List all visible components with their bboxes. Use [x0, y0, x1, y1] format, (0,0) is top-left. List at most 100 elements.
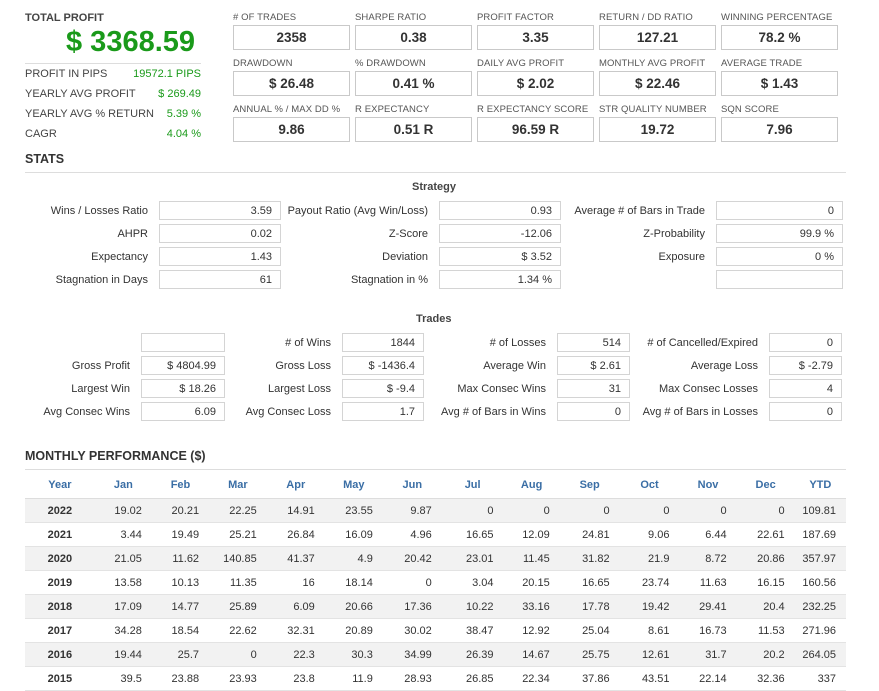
stat-label: Exposure — [658, 251, 705, 263]
metric-value: 9.86 — [233, 117, 350, 142]
month-value-cell: 4.96 — [382, 522, 442, 547]
metric-value: $ 2.02 — [477, 71, 594, 96]
month-value-cell: 11.53 — [736, 618, 795, 643]
month-value-cell: 6.44 — [679, 522, 737, 547]
stat-value: 1.34 % — [439, 270, 561, 289]
stats-divider — [25, 172, 846, 173]
stat-value: 99.9 % — [716, 224, 843, 243]
summary-value: 19572.1 PIPS — [133, 68, 201, 80]
month-value-cell: 25.89 — [209, 594, 267, 619]
month-value-cell: 20.89 — [324, 618, 383, 643]
stat-value: 0.93 — [439, 201, 561, 220]
stat-value — [716, 270, 843, 289]
month-value-cell: 18.14 — [324, 570, 383, 595]
metric-12: R EXPECTANCY SCORE 96.59 R — [477, 104, 594, 142]
column-header-may: May — [324, 471, 383, 499]
month-value-cell: 17.36 — [382, 594, 442, 619]
summary-label: CAGR — [25, 128, 57, 140]
month-value-cell: 14.91 — [266, 498, 325, 523]
stat-label: # of Losses — [489, 337, 546, 349]
month-value-cell: 264.05 — [794, 642, 846, 667]
month-value-cell: 20.42 — [382, 546, 442, 571]
month-value-cell: 30.02 — [382, 618, 442, 643]
metric-7: DAILY AVG PROFIT $ 2.02 — [477, 58, 594, 96]
metric-value: 19.72 — [599, 117, 716, 142]
stat-label: Stagnation in Days — [55, 274, 148, 286]
stat-label: Average # of Bars in Trade — [574, 205, 705, 217]
stat-label: Avg Consec Wins — [43, 406, 130, 418]
month-value-cell: 17.78 — [559, 594, 620, 619]
stat-label: Average Loss — [690, 360, 758, 372]
month-value-cell: 28.93 — [382, 666, 442, 691]
metric-14: SQN SCORE 7.96 — [721, 104, 838, 142]
column-header-dec: Dec — [736, 471, 795, 499]
month-value-cell: 8.61 — [619, 618, 680, 643]
month-value-cell: 21.9 — [619, 546, 680, 571]
year-cell: 2020 — [25, 546, 95, 571]
year-cell: 2015 — [25, 666, 95, 691]
summary-row-yearly-avg-return: YEARLY AVG % RETURN 5.39 % — [25, 104, 201, 124]
strategy-title: Strategy — [412, 181, 457, 193]
metric-label: R EXPECTANCY SCORE — [477, 104, 589, 115]
stat-value: 6.09 — [141, 402, 225, 421]
month-value-cell: 20.21 — [151, 498, 210, 523]
table-row: 2020 21.05 11.62 140.85 41.37 4.9 20.42 23.01 11… — [25, 546, 846, 571]
month-value-cell: 0 — [559, 498, 620, 523]
stat-value: 0 % — [716, 247, 843, 266]
month-value-cell: 32.31 — [266, 618, 325, 643]
metric-label: # OF TRADES — [233, 12, 297, 23]
summary-value: 5.39 % — [166, 108, 201, 120]
year-cell: 2019 — [25, 570, 95, 595]
stats-heading: STATS — [25, 152, 65, 166]
month-value-cell: 10.22 — [441, 594, 504, 619]
month-value-cell: 12.92 — [503, 618, 560, 643]
metric-6: % DRAWDOWN 0.41 % — [355, 58, 472, 96]
column-header-year: Year — [25, 471, 95, 499]
total-profit-label: TOTAL PROFIT — [25, 12, 104, 24]
table-row: 2022 19.02 20.21 22.25 14.91 23.55 9.87 0 0 0 0 0 0 1… — [25, 498, 846, 523]
stat-value: 0 — [769, 333, 842, 352]
stat-value: 1.43 — [159, 247, 281, 266]
monthly-table: Year Jan Feb Mar Apr May Jun Jul Aug Sep Oct Nov Dec… — [25, 471, 846, 691]
month-value-cell: 12.09 — [503, 522, 560, 547]
total-profit-value: $ 3368.59 — [66, 26, 196, 58]
stat-value: 0 — [557, 402, 630, 421]
year-cell: 2022 — [25, 498, 95, 523]
year-cell: 2021 — [25, 522, 95, 547]
metric-1: SHARPE RATIO 0.38 — [355, 12, 472, 50]
month-value-cell: 160.56 — [794, 570, 846, 595]
month-value-cell: 26.84 — [266, 522, 325, 547]
month-value-cell: 37.86 — [559, 666, 620, 691]
summary-row-yearly-avg-profit: YEARLY AVG PROFIT $ 269.49 — [25, 84, 201, 104]
month-value-cell: 3.04 — [441, 570, 504, 595]
stat-value: $ 18.26 — [141, 379, 225, 398]
stat-value: $ 3.52 — [439, 247, 561, 266]
summary-label: YEARLY AVG PROFIT — [25, 88, 136, 100]
column-header-nov: Nov — [679, 471, 737, 499]
table-row: 2019 13.58 10.13 11.35 16 18.14 0 3.04 20.15 16.6… — [25, 570, 846, 595]
month-value-cell: 11.35 — [209, 570, 267, 595]
month-value-cell: 22.14 — [679, 666, 737, 691]
stat-label: Z-Probability — [643, 228, 705, 240]
year-cell: 2016 — [25, 642, 95, 667]
month-value-cell: 109.81 — [794, 498, 846, 523]
month-value-cell: 38.47 — [441, 618, 504, 643]
month-value-cell: 14.77 — [151, 594, 210, 619]
metric-label: PROFIT FACTOR — [477, 12, 554, 23]
month-value-cell: 23.74 — [619, 570, 680, 595]
stat-label: AHPR — [117, 228, 148, 240]
month-value-cell: 12.61 — [619, 642, 680, 667]
month-value-cell: 31.7 — [679, 642, 737, 667]
month-value-cell: 16.65 — [559, 570, 620, 595]
month-value-cell: 25.04 — [559, 618, 620, 643]
metric-label: ANNUAL % / MAX DD % — [233, 104, 341, 115]
month-value-cell: 20.86 — [736, 546, 795, 571]
metric-value: $ 26.48 — [233, 71, 350, 96]
metric-label: % DRAWDOWN — [355, 58, 426, 69]
summary-value: $ 269.49 — [158, 88, 201, 100]
stat-value: 3.59 — [159, 201, 281, 220]
stat-value: 31 — [557, 379, 630, 398]
metric-value: 0.38 — [355, 25, 472, 50]
stat-label: # of Cancelled/Expired — [647, 337, 758, 349]
month-value-cell: 23.8 — [266, 666, 325, 691]
